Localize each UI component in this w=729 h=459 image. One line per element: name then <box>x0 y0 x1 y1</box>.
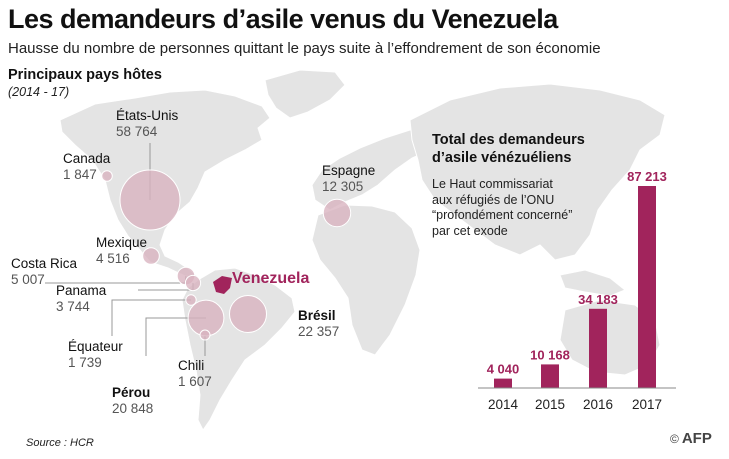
totals-note-line: Le Haut commissariat <box>432 177 553 191</box>
bar-2015 <box>541 364 559 388</box>
bubble-equateur <box>185 294 197 306</box>
year-tick-label: 2014 <box>488 397 519 412</box>
bar-2017 <box>638 186 656 388</box>
bubble-espagne <box>322 198 352 228</box>
country-value: 12 305 <box>322 178 364 194</box>
totals-note: Le Haut commissariat aux réfugiés de l’O… <box>432 177 572 240</box>
section-title: Principaux pays hôtes <box>8 67 162 83</box>
country-label-espagne: Espagne 12 305 <box>322 163 375 194</box>
country-label-canada: Canada 1 847 <box>63 151 110 182</box>
afp-logo-text: AFP <box>681 430 712 447</box>
country-value: 1 847 <box>63 166 97 182</box>
country-value: 5 007 <box>11 271 45 287</box>
bubble-bresil <box>229 295 267 333</box>
bar-2014 <box>494 378 512 388</box>
totals-note-line: par cet exode <box>432 223 508 238</box>
totals-title: Total des demandeurs d’asile vénézuélien… <box>432 131 585 167</box>
bubble-chili <box>199 329 211 341</box>
year-tick-label: 2017 <box>632 397 662 412</box>
country-name: Équateur <box>68 339 123 354</box>
indonesia-shape <box>559 269 626 297</box>
country-label-equateur: Équateur 1 739 <box>68 339 123 370</box>
country-name: Panama <box>56 283 107 298</box>
country-name: Chili <box>178 358 205 373</box>
venezuela-shape <box>213 276 232 294</box>
country-name: Brésil <box>298 308 336 323</box>
country-label-perou: Pérou 20 848 <box>112 385 153 416</box>
south-america-shape <box>181 267 296 431</box>
country-name: États-Unis <box>116 108 179 123</box>
country-value: 22 357 <box>298 323 340 339</box>
bar-value-label: 4 040 <box>487 362 520 377</box>
country-name: Pérou <box>112 385 151 400</box>
bubble-etats-unis <box>119 169 181 231</box>
asia-shape <box>409 83 666 261</box>
bubble-mexique <box>142 247 160 265</box>
bar-2016 <box>589 308 607 388</box>
venezuela-label: Venezuela <box>232 270 310 287</box>
period-label: (2014 - 17) <box>8 85 70 99</box>
page-title: Les demandeurs d’asile venus du Venezuel… <box>8 4 558 34</box>
country-value: 58 764 <box>116 123 158 139</box>
totals-title-line: d’asile vénézuéliens <box>432 150 572 167</box>
bubble-canada <box>101 170 113 182</box>
greenland-shape <box>264 69 346 119</box>
country-value: 4 516 <box>96 250 130 266</box>
country-label-bresil: Brésil 22 357 <box>298 308 339 339</box>
country-label-chili: Chili 1 607 <box>178 358 212 389</box>
country-value: 1 739 <box>68 354 102 370</box>
bubble-panama <box>184 274 202 292</box>
bar-value-label: 10 168 <box>530 347 570 362</box>
copyright-icon: © <box>670 432 679 446</box>
country-value: 20 848 <box>112 400 154 416</box>
afp-logo: © AFP <box>670 430 712 447</box>
country-label-costa-rica: Costa Rica 5 007 <box>11 256 77 287</box>
country-value: 1 607 <box>178 373 212 389</box>
country-label-etats-unis: États-Unis 58 764 <box>116 108 178 139</box>
africa-shape <box>311 204 421 356</box>
year-tick-label: 2016 <box>583 397 613 412</box>
country-label-panama: Panama 3 744 <box>56 283 106 314</box>
country-name: Mexique <box>96 235 148 250</box>
year-tick-label: 2015 <box>535 397 565 412</box>
page-subtitle: Hausse du nombre de personnes quittant l… <box>8 40 601 57</box>
totals-note-line: “profondément concerné” <box>432 208 573 223</box>
source-note: Source : HCR <box>26 437 94 449</box>
country-name: Canada <box>63 151 111 166</box>
country-label-mexique: Mexique 4 516 <box>96 235 147 266</box>
totals-title-line: Total des demandeurs <box>432 132 585 148</box>
bar-value-label: 34 183 <box>578 292 618 307</box>
country-value: 3 744 <box>56 298 90 314</box>
bar-value-label: 87 213 <box>627 169 667 184</box>
country-name: Costa Rica <box>11 256 78 271</box>
country-name: Espagne <box>322 163 376 178</box>
totals-note-line: aux réfugiés de l’ONU <box>432 192 555 207</box>
